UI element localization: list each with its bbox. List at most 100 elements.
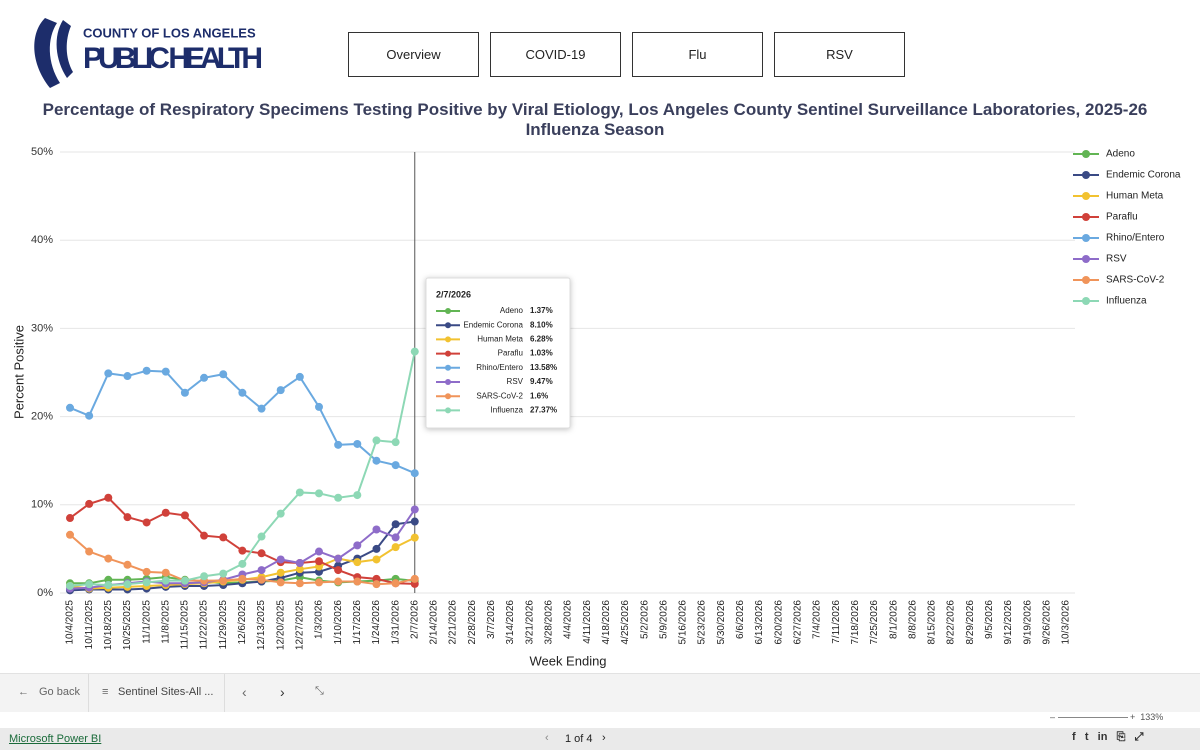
- y-tick-label: 40%: [31, 234, 53, 246]
- prev-button[interactable]: ‹: [242, 684, 247, 700]
- data-point: [295, 559, 304, 568]
- data-point: [238, 388, 247, 397]
- data-point: [410, 579, 419, 588]
- data-point: [276, 558, 285, 567]
- tooltip-marker: [445, 350, 451, 357]
- x-tick-label: 9/12/2026: [1003, 600, 1014, 645]
- data-point: [295, 568, 304, 577]
- data-point: [142, 584, 151, 593]
- x-tick-label: 10/18/2025: [103, 600, 114, 650]
- data-point: [104, 575, 113, 584]
- data-point: [123, 372, 132, 381]
- x-tick-label: 2/21/2026: [448, 600, 459, 645]
- y-tick-label: 10%: [31, 499, 53, 511]
- next-page[interactable]: ›: [602, 732, 606, 744]
- x-tick-label: 8/8/2026: [907, 600, 918, 639]
- x-tick-label: 10/25/2025: [122, 600, 133, 650]
- back-icon[interactable]: ←: [18, 686, 29, 698]
- nav-button[interactable]: RSV: [774, 32, 905, 77]
- zoom-control[interactable]: – + 133%: [1050, 712, 1164, 722]
- data-point: [315, 547, 323, 556]
- x-tick-label: 1/3/2026: [314, 600, 325, 639]
- legend-label: Adeno: [1106, 149, 1135, 160]
- data-point: [353, 439, 362, 448]
- x-tick-label: 6/13/2026: [754, 600, 765, 645]
- tooltip-marker: [445, 393, 451, 400]
- data-point: [142, 581, 151, 590]
- x-tick-label: 8/15/2026: [927, 600, 938, 645]
- data-point: [104, 369, 113, 378]
- nav-button[interactable]: COVID-19: [490, 32, 621, 77]
- x-tick-label: 2/7/2026: [409, 600, 420, 639]
- data-point: [257, 577, 266, 586]
- legend-label: Endemic Corona: [1106, 170, 1181, 181]
- x-tick-label: 5/2/2026: [639, 600, 650, 639]
- series-line: [69, 534, 415, 586]
- data-point: [161, 576, 170, 585]
- x-tick-label: 9/26/2026: [1041, 600, 1052, 645]
- data-point: [410, 533, 419, 542]
- legend-marker: [1082, 297, 1090, 305]
- bookmark-icon: ≡: [102, 686, 109, 698]
- tooltip-title: 2/7/2026: [436, 289, 471, 299]
- data-point: [104, 583, 113, 592]
- data-point: [257, 532, 266, 541]
- data-point: [200, 578, 209, 587]
- nav-button[interactable]: Overview: [348, 32, 479, 77]
- x-tick-label: 1/31/2026: [390, 600, 401, 645]
- data-point: [180, 581, 189, 590]
- data-point: [219, 370, 228, 379]
- next-button[interactable]: ›: [280, 684, 285, 700]
- nav-button[interactable]: Flu: [632, 32, 763, 77]
- data-point: [219, 576, 228, 585]
- data-point: [142, 574, 151, 583]
- data-point: [391, 579, 400, 588]
- data-point: [142, 567, 151, 576]
- y-axis-label: Percent Positive: [11, 325, 26, 419]
- data-point: [123, 582, 132, 591]
- tooltip-name: Rhino/Entero: [476, 363, 523, 372]
- tooltip-marker: [445, 379, 451, 385]
- bookmark-button[interactable]: Sentinel Sites-All ...: [118, 686, 214, 698]
- data-point: [180, 579, 189, 588]
- back-button[interactable]: Go back: [39, 686, 80, 698]
- data-point: [353, 558, 362, 567]
- data-point: [219, 575, 228, 584]
- legend-label: Human Meta: [1106, 191, 1164, 202]
- series-line: [69, 369, 416, 475]
- x-tick-label: 7/18/2026: [850, 600, 861, 645]
- legend-marker: [1082, 192, 1090, 200]
- data-point: [315, 567, 323, 576]
- data-point: [276, 509, 285, 518]
- data-point: [276, 386, 285, 395]
- x-tick-label: 6/20/2026: [773, 600, 784, 645]
- data-point: [391, 461, 400, 470]
- focus-button[interactable]: ⤡: [315, 685, 324, 697]
- data-point: [410, 576, 419, 585]
- data-point: [180, 511, 189, 520]
- data-point: [391, 533, 400, 542]
- data-point: [391, 520, 400, 529]
- data-point: [295, 488, 304, 497]
- tooltip-value: 1.6%: [530, 391, 548, 400]
- share-icons[interactable]: f t in ⎘ ⤢: [1072, 731, 1144, 743]
- x-tick-label: 12/6/2025: [237, 600, 248, 645]
- powerbi-link[interactable]: Microsoft Power BI: [9, 733, 102, 745]
- tooltip-name: Human Meta: [477, 335, 523, 344]
- data-point: [315, 576, 323, 585]
- data-point: [85, 584, 94, 593]
- x-tick-label: 10/3/2026: [1061, 600, 1072, 645]
- zoom-level: 133%: [1140, 712, 1164, 722]
- x-tick-label: 10/11/2025: [84, 600, 95, 650]
- data-point: [257, 549, 266, 558]
- prev-page[interactable]: ‹: [545, 732, 549, 744]
- x-tick-label: 5/30/2026: [716, 600, 727, 645]
- data-point: [142, 366, 151, 375]
- legend-label: Rhino/Entero: [1106, 233, 1165, 244]
- data-point: [353, 577, 362, 586]
- tooltip-name: Influenza: [491, 406, 524, 415]
- data-point: [315, 402, 323, 411]
- page-indicator: 1 of 4: [565, 733, 593, 745]
- data-point: [257, 575, 266, 584]
